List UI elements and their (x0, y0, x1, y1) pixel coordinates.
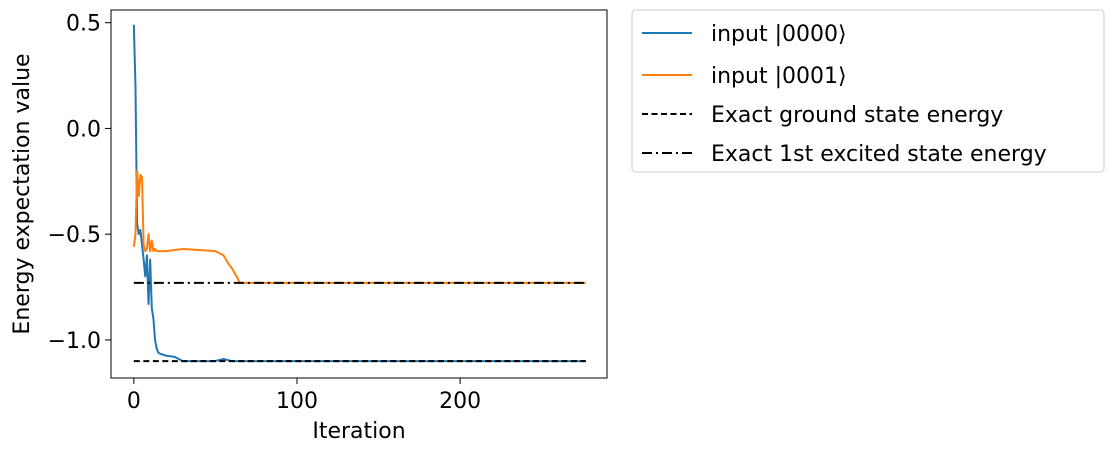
x-axis-label: Iteration (312, 419, 405, 444)
x-tick-label: 100 (276, 389, 318, 414)
x-tick-label: 200 (439, 389, 481, 414)
y-ticks: 0.5 0.0 −0.5 −1.0 (48, 12, 111, 354)
legend-frame (631, 9, 1105, 173)
y-tick-label: 0.5 (66, 12, 101, 37)
series-line-0 (132, 24, 586, 363)
x-tick-label: 0 (127, 389, 141, 414)
y-tick-label: −1.0 (48, 329, 101, 354)
series-layer (132, 24, 586, 363)
y-axis-label: Energy expectation value (10, 53, 35, 334)
legend-label-0: input |0000⟩ (711, 22, 847, 47)
series-line-1 (132, 169, 586, 284)
legend-label-2: Exact ground state energy (711, 103, 1003, 128)
plot-frame (110, 9, 608, 379)
legend: input |0000⟩ input |0001⟩ Exact ground sta… (631, 9, 1105, 173)
x-ticks: 0 100 200 (127, 378, 481, 414)
plot-area (111, 10, 607, 378)
legend-label-1: input |0001⟩ (711, 64, 847, 89)
legend-label-3: Exact 1st excited state energy (711, 142, 1047, 167)
y-tick-label: −0.5 (48, 223, 101, 248)
y-tick-label: 0.0 (66, 117, 101, 142)
